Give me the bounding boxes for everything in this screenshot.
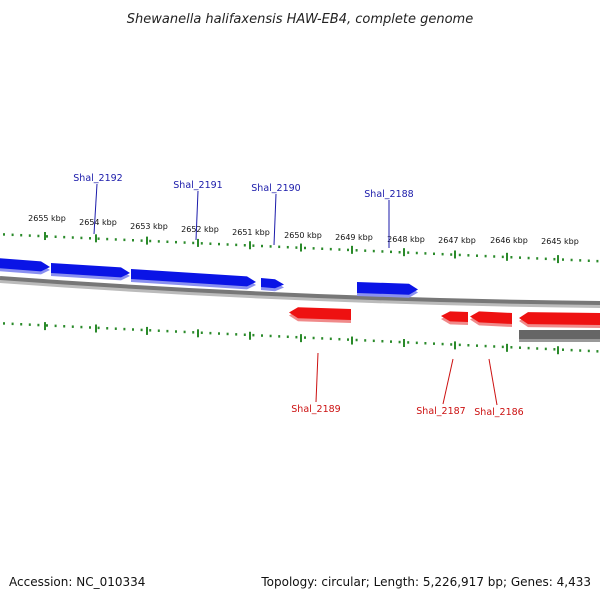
genome-backbone [0, 276, 600, 342]
gene-arrow-forward [131, 269, 256, 290]
gene-label: Shal_2190 [251, 183, 300, 194]
backbone-lower-segment-shade [519, 339, 600, 342]
kbp-tick-label: 2652 kbp [181, 225, 219, 234]
gene-arrow-body [519, 312, 600, 325]
kbp-tick-label: 2645 kbp [541, 237, 579, 246]
backbone-line [0, 276, 600, 305]
kbp-tick-label: 2651 kbp [232, 228, 270, 237]
gene-arrow-forward [261, 278, 284, 292]
genome-summary-text: Topology: circular; Length: 5,226,917 bp… [260, 575, 591, 589]
accession-text: Accession: NC_010334 [9, 575, 145, 589]
kbp-tick-label: 2646 kbp [490, 236, 528, 245]
kbp-tick-label: 2655 kbp [28, 214, 66, 223]
gene-leader-line [315, 352, 319, 403]
kbp-tick-label: 2649 kbp [335, 233, 373, 242]
kbp-tick-label: 2647 kbp [438, 236, 476, 245]
gene-arrows [0, 258, 600, 328]
kbp-tick-label: 2648 kbp [387, 235, 425, 244]
gene-arrow-forward [357, 282, 418, 298]
gene-leader-line [488, 358, 498, 406]
gene-label: Shal_2187 [416, 406, 465, 417]
gene-labels: Shal_2192 Shal_2191 Shal_2190 Shal_2189 Shal… [73, 173, 523, 418]
kbp-tick-label: 2654 kbp [79, 218, 117, 227]
gene-arrow-forward [0, 258, 50, 275]
gene-leader-line [273, 193, 277, 246]
gene-arrow-forward [51, 263, 130, 281]
gene-arrow-body [131, 269, 256, 287]
gene-arrow-reverse [289, 307, 351, 323]
kbp-tick-label: 2653 kbp [130, 222, 168, 231]
gene-arrow-reverse [441, 311, 468, 325]
gene-arrow-body [0, 258, 50, 272]
gene-arrow-body [51, 263, 130, 278]
gene-arrow-reverse [519, 312, 600, 328]
gene-arrow-reverse [470, 311, 512, 327]
gene-label: Shal_2192 [73, 173, 122, 184]
gene-arrow-body [289, 307, 351, 320]
gene-label: Shal_2188 [364, 189, 413, 200]
kbp-tick-label: 2650 kbp [284, 231, 322, 240]
gene-arrow-body [441, 311, 468, 322]
gene-leader-line [93, 183, 98, 235]
gene-label: Shal_2186 [474, 407, 523, 418]
kbp-ruler: 2655 kbp 2654 kbp 2653 kbp 2652 kbp 2651 kbp… [3, 214, 599, 355]
gene-arrow-body [470, 311, 512, 324]
gene-leader-line [442, 358, 454, 405]
gene-label: Shal_2189 [291, 404, 340, 415]
backbone-shadow [0, 279, 600, 308]
gene-label: Shal_2191 [173, 180, 222, 191]
gene-arrow-body [261, 278, 284, 289]
gene-leader-line [195, 190, 199, 241]
genome-title: Shewanella halifaxensis HAW-EB4, complet… [127, 12, 473, 27]
gene-arrow-body [357, 282, 418, 295]
